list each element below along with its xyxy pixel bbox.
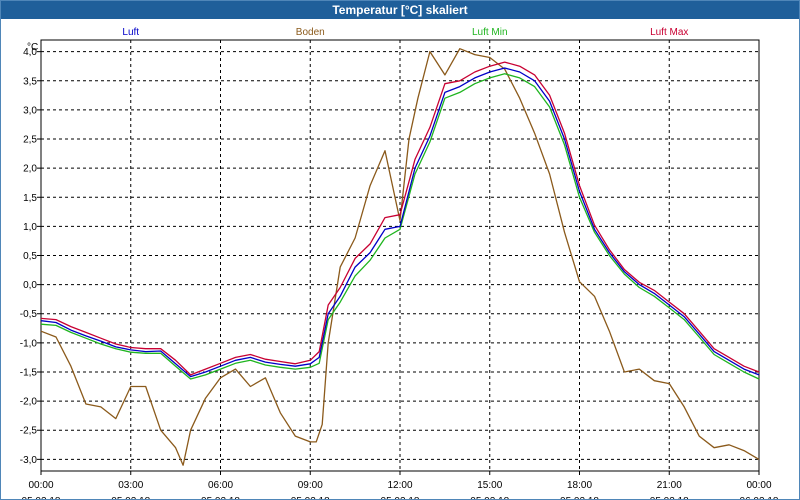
x-tick-date: 05.02.18 <box>201 496 240 499</box>
x-tick-time: 09:00 <box>298 480 323 491</box>
y-tick-label: 0,0 <box>23 280 37 291</box>
x-tick-date: 05.02.18 <box>381 496 420 499</box>
y-tick-label: -3,0 <box>20 455 38 466</box>
x-tick-time: 00:00 <box>28 480 53 491</box>
y-tick-label: -2,0 <box>20 397 38 408</box>
y-tick-label: 0,5 <box>23 251 37 262</box>
y-axis-label: °C <box>27 42 38 53</box>
x-tick-date: 05.02.18 <box>560 496 599 499</box>
y-tick-label: 3,5 <box>23 76 37 87</box>
y-ticks: -3,0 -2,5 -2,0 -1,5 -1,0 -0,5 0,0 0,5 1,0 1,5 2,0 2… <box>20 47 41 466</box>
y-tick-label: 4,0 <box>23 47 37 58</box>
x-tick-time: 18:00 <box>567 480 592 491</box>
x-tick-date: 05.02.18 <box>291 496 330 499</box>
x-tick-date: 05.02.18 <box>650 496 689 499</box>
x-tick-time: 00:00 <box>746 480 771 491</box>
grid <box>41 40 759 471</box>
legend-item: Luft Min <box>472 27 508 38</box>
x-tick-time: 15:00 <box>477 480 502 491</box>
x-tick-date: 05.02.18 <box>111 496 150 499</box>
legend-item: Luft <box>122 27 139 38</box>
x-tick-time: 03:00 <box>118 480 143 491</box>
y-tick-label: 2,5 <box>23 135 37 146</box>
x-ticks: 00:00 05.02.18 03:00 05.02.18 06:00 05.02.18 0… <box>22 471 779 499</box>
series-line-boden <box>40 48 760 466</box>
window-title: Temperatur [°C] skaliert <box>1 1 799 19</box>
x-tick-time: 12:00 <box>387 480 412 491</box>
series-line-luft <box>40 67 760 378</box>
x-tick-date: 06.02.18 <box>740 496 779 499</box>
y-tick-label: 1,5 <box>23 193 37 204</box>
y-tick-label: 1,0 <box>23 222 37 233</box>
y-tick-label: -0,5 <box>20 309 38 320</box>
x-tick-time: 06:00 <box>208 480 233 491</box>
series-line-luft-max <box>40 61 760 376</box>
y-tick-label: 3,0 <box>23 105 37 116</box>
temperature-chart: °C -3,0 -2,5 -2,0 -1,5 -1,0 -0,5 0,0 0,5 1,0 1,5 2… <box>20 27 779 499</box>
series-line-luft-min <box>40 73 760 380</box>
series-group <box>40 48 760 466</box>
x-tick-time: 21:00 <box>657 480 682 491</box>
x-tick-date: 05.02.18 <box>470 496 509 499</box>
legend-item: Boden <box>296 27 325 38</box>
y-tick-label: -2,5 <box>20 426 38 437</box>
y-tick-label: -1,5 <box>20 367 38 378</box>
legend-item: Luft Max <box>650 27 688 38</box>
y-tick-label: 2,0 <box>23 164 37 175</box>
x-tick-date: 05.02.18 <box>22 496 61 499</box>
y-tick-label: -1,0 <box>20 338 38 349</box>
legend: Luft Boden Luft Min Luft Max <box>122 27 688 38</box>
